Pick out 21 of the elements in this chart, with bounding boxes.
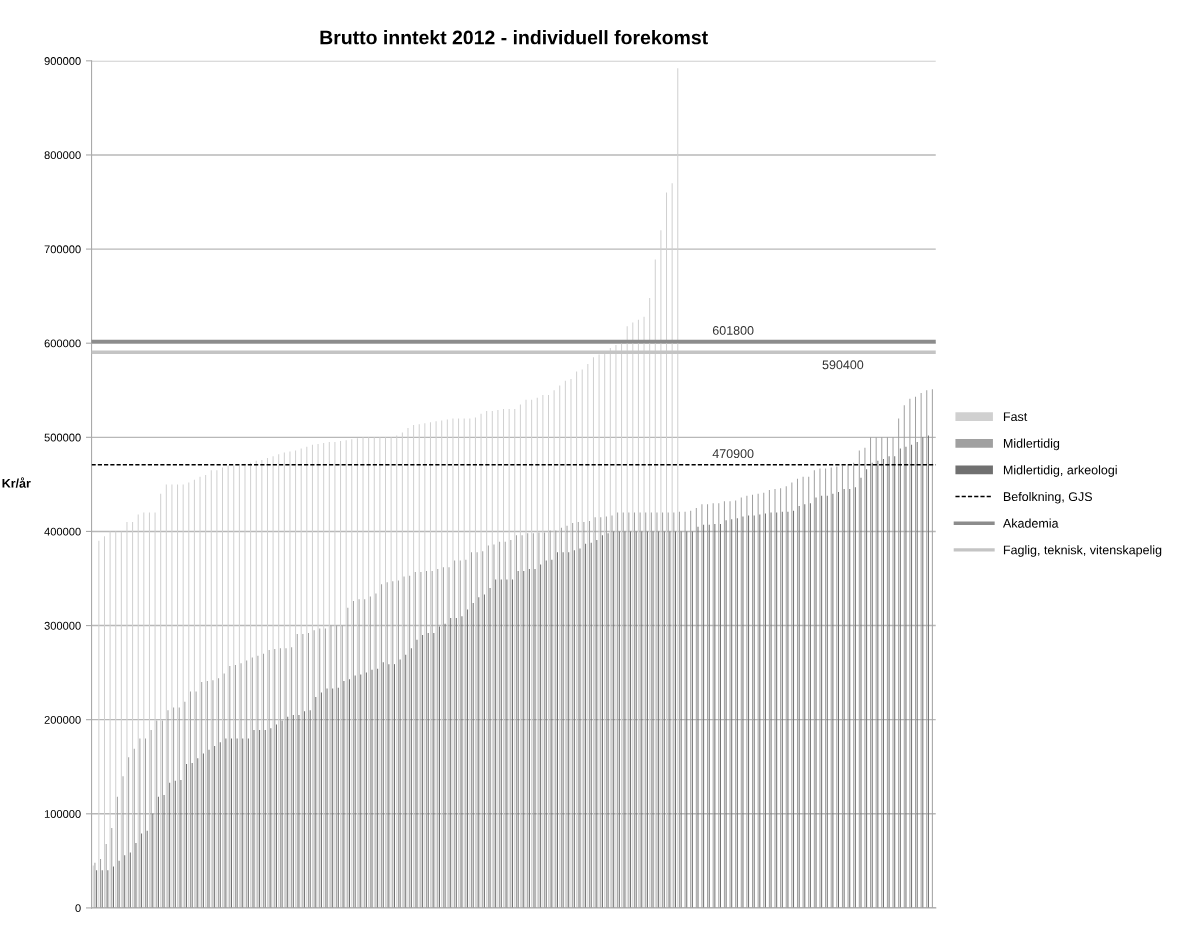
y-axis-title: Kr/år — [2, 477, 31, 488]
y-tick-label: 800000 — [44, 151, 81, 160]
legend-label: Fast — [1003, 412, 1028, 422]
annotation: 601800 — [712, 326, 754, 335]
y-tick-label: 500000 — [44, 433, 81, 442]
y-tick-label: 400000 — [44, 527, 81, 536]
legend-label: Akademia — [1002, 518, 1059, 528]
legend-label: Befolkning, GJS — [1003, 491, 1092, 504]
y-tick-label: 900000 — [44, 57, 81, 65]
legend-label: Midlertidig — [1003, 438, 1060, 451]
y-tick-label: 600000 — [44, 339, 81, 348]
chart-title: Brutto inntekt 2012 - individuell forekomst — [320, 30, 708, 45]
legend-label: Midlertidig, arkeologi — [1003, 465, 1117, 477]
y-tick-label: 200000 — [44, 715, 81, 724]
y-tick-label: 700000 — [44, 245, 81, 254]
annotation: 470900 — [712, 449, 754, 459]
y-tick-label: 100000 — [44, 810, 81, 818]
y-tick-label: 0 — [75, 904, 81, 913]
annotation: 590400 — [822, 360, 864, 370]
y-tick-label: 300000 — [44, 621, 81, 630]
legend-label: Faglig, teknisk, vitenskapelig — [1003, 545, 1162, 557]
